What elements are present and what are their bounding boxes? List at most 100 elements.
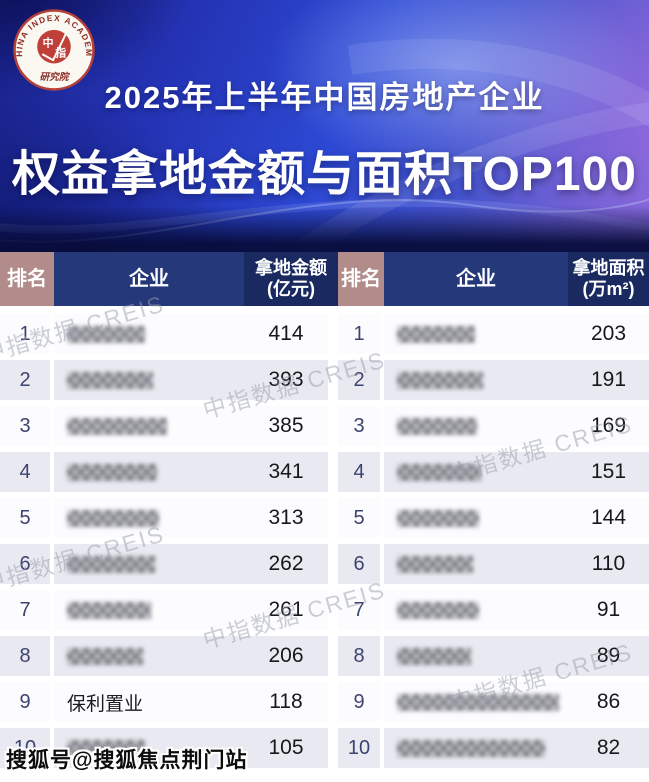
rank-cell: 1 <box>0 314 50 354</box>
company-cell <box>384 590 568 630</box>
rank-cell: 8 <box>338 636 380 676</box>
header-rank-right: 排名 <box>338 252 384 306</box>
table-header-row: 排名 企业 拿地金额 (亿元) 排名 企业 拿地面积 (万m²) <box>0 252 649 306</box>
redacted-company <box>397 647 471 665</box>
rank-cell: 2 <box>338 360 380 400</box>
rank-cell: 6 <box>338 544 380 584</box>
banner-subtitle: 2025年上半年中国房地产企业 <box>104 80 545 115</box>
value-cell: 206 <box>244 636 328 676</box>
logo-char-top: 中 <box>43 36 54 50</box>
rank-cell: 4 <box>0 452 50 492</box>
header-company-left: 企业 <box>54 252 244 306</box>
redacted-company <box>67 601 151 619</box>
header-value-right-line2: (万m²) <box>582 279 635 299</box>
banner: CHINA INDEX ACADEMY 中 指 研究院 2025年上半年中国房地… <box>0 0 649 252</box>
table-row: 7 261 7 91 <box>0 590 649 630</box>
redacted-company <box>397 325 475 343</box>
logo-char-bottom: 指 <box>55 46 66 60</box>
value-cell: 169 <box>568 406 649 446</box>
table-row: 1 414 1 203 <box>0 314 649 354</box>
value-cell: 144 <box>568 498 649 538</box>
company-cell <box>384 636 568 676</box>
company-cell <box>54 498 244 538</box>
table-row: 8 206 8 89 <box>0 636 649 676</box>
table-row: 5 313 5 144 <box>0 498 649 538</box>
table-row: 9 保利置业 118 9 86 <box>0 682 649 722</box>
redacted-company <box>67 739 145 757</box>
rank-cell: 6 <box>0 544 50 584</box>
rank-cell: 10 <box>0 728 50 768</box>
redacted-company <box>67 463 157 481</box>
company-cell: 保利置业 <box>54 682 244 722</box>
header-rank-left: 排名 <box>0 252 54 306</box>
redacted-company <box>397 463 481 481</box>
value-cell: 105 <box>244 728 328 768</box>
table-row: 4 341 4 151 <box>0 452 649 492</box>
redacted-company <box>67 417 167 435</box>
header-company-right: 企业 <box>384 252 568 306</box>
logo-script-text: 研究院 <box>40 71 71 83</box>
header-value-right-line1: 拿地面积 <box>572 258 645 279</box>
company-cell <box>384 452 568 492</box>
company-cell <box>54 728 244 768</box>
value-cell: 118 <box>244 682 328 722</box>
company-cell <box>54 544 244 584</box>
rank-cell: 2 <box>0 360 50 400</box>
value-cell: 91 <box>568 590 649 630</box>
redacted-company <box>397 417 477 435</box>
logo-index-line-icon <box>41 33 67 62</box>
company-cell <box>384 544 568 584</box>
china-index-academy-logo: CHINA INDEX ACADEMY 中 指 研究院 <box>12 8 95 91</box>
redacted-company <box>397 693 559 711</box>
company-cell <box>384 314 568 354</box>
page-title: 权益拿地金额与面积TOP100 <box>12 148 637 201</box>
value-cell: 341 <box>244 452 328 492</box>
redacted-company <box>397 509 479 527</box>
value-cell: 203 <box>568 314 649 354</box>
company-cell <box>54 452 244 492</box>
rank-cell: 5 <box>338 498 380 538</box>
redacted-company <box>397 371 483 389</box>
redacted-company <box>397 601 479 619</box>
header-value-left-line1: 拿地金额 <box>255 258 327 279</box>
value-cell: 414 <box>244 314 328 354</box>
value-cell: 191 <box>568 360 649 400</box>
redacted-company <box>397 555 473 573</box>
company-cell <box>54 636 244 676</box>
rank-cell: 5 <box>0 498 50 538</box>
redacted-company <box>67 325 145 343</box>
company-cell <box>384 360 568 400</box>
rank-cell: 7 <box>338 590 380 630</box>
company-cell <box>384 498 568 538</box>
rank-cell: 3 <box>0 406 50 446</box>
value-cell: 89 <box>568 636 649 676</box>
value-cell: 82 <box>568 728 649 768</box>
banner-swirl-decoration <box>0 38 649 252</box>
rank-cell: 10 <box>338 728 380 768</box>
table-row: 3 385 3 169 <box>0 406 649 446</box>
rank-cell: 1 <box>338 314 380 354</box>
rank-cell: 7 <box>0 590 50 630</box>
redacted-company <box>67 555 155 573</box>
company-cell <box>54 314 244 354</box>
header-value-left: 拿地金额 (亿元) <box>244 252 338 306</box>
rank-cell: 8 <box>0 636 50 676</box>
company-cell <box>54 360 244 400</box>
rank-cell: 3 <box>338 406 380 446</box>
redacted-company <box>67 371 153 389</box>
value-cell: 313 <box>244 498 328 538</box>
company-cell <box>54 406 244 446</box>
value-cell: 86 <box>568 682 649 722</box>
redacted-company <box>67 509 159 527</box>
value-cell: 262 <box>244 544 328 584</box>
company-cell <box>54 590 244 630</box>
table-row: 2 393 2 191 <box>0 360 649 400</box>
value-cell: 393 <box>244 360 328 400</box>
value-cell: 151 <box>568 452 649 492</box>
rank-cell: 9 <box>338 682 380 722</box>
redacted-company <box>67 647 143 665</box>
table-row: 6 262 6 110 <box>0 544 649 584</box>
company-cell <box>384 682 568 722</box>
rank-cell: 9 <box>0 682 50 722</box>
